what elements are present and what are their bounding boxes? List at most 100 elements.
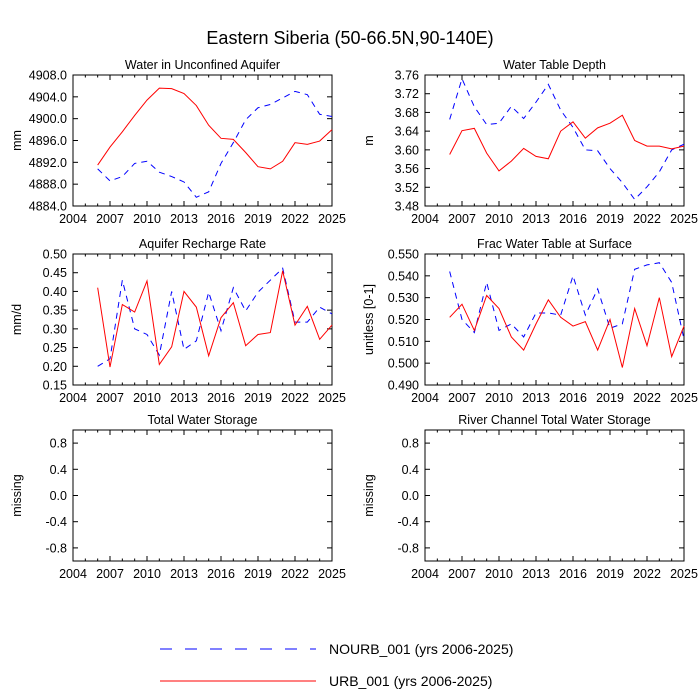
x-tick-label: 2025 xyxy=(670,212,698,226)
x-tick-label: 2004 xyxy=(59,391,87,405)
x-tick-label: 2019 xyxy=(244,391,272,405)
y-tick-label: 0.50 xyxy=(43,248,67,262)
y-tick-label: 0.35 xyxy=(43,304,67,318)
x-tick-label: 2016 xyxy=(207,212,235,226)
series-line-nourb-001 xyxy=(97,267,333,367)
y-tick-label: 0.8 xyxy=(50,437,67,451)
x-tick-label: 2022 xyxy=(281,391,309,405)
panel-title: Frac Water Table at Surface xyxy=(477,237,632,251)
x-tick-label: 2007 xyxy=(448,391,476,405)
x-tick-label: 2025 xyxy=(670,391,698,405)
y-tick-label: 0.540 xyxy=(388,269,419,283)
x-tick-label: 2004 xyxy=(59,567,87,581)
x-tick-label: 2025 xyxy=(670,567,698,581)
x-tick-label: 2025 xyxy=(318,391,346,405)
y-tick-label: 3.52 xyxy=(395,181,419,195)
panel-ylabel: mm/d xyxy=(10,304,24,335)
plot-frame xyxy=(424,74,685,207)
y-tick-label: 0.490 xyxy=(388,379,419,393)
x-tick-label: 2004 xyxy=(411,391,439,405)
y-tick-label: 0.4 xyxy=(50,463,67,477)
plot-frame xyxy=(424,253,685,386)
x-tick-label: 2013 xyxy=(522,567,550,581)
y-tick-label: 3.48 xyxy=(395,200,419,214)
y-tick-label: 0.20 xyxy=(43,360,67,374)
x-tick-label: 2022 xyxy=(633,212,661,226)
y-tick-label: -0.4 xyxy=(45,515,67,529)
panels: Water in Unconfined Aquifer mm 2004 2007 201… xyxy=(10,58,698,581)
y-tick-label: 4888.0 xyxy=(29,178,67,192)
panel-title: Aquifer Recharge Rate xyxy=(139,237,266,251)
y-tick-label: 0.30 xyxy=(43,322,67,336)
y-tick-label: 0.520 xyxy=(388,313,419,327)
y-tick-label: 4896.0 xyxy=(29,134,67,148)
y-tick-label: 3.56 xyxy=(395,162,419,176)
y-tick-label: 0.530 xyxy=(388,291,419,305)
x-tick-label: 2010 xyxy=(133,567,161,581)
legend-urb-label: URB_001 (yrs 2006-2025) xyxy=(329,673,492,689)
y-tick-label: 0.4 xyxy=(402,463,419,477)
y-tick-label: 4904.0 xyxy=(29,90,67,104)
x-tick-label: 2010 xyxy=(485,212,513,226)
plot-frame xyxy=(424,429,685,562)
panel-4: Frac Water Table at Surface unitless [0-1… xyxy=(362,237,698,405)
x-tick-label: 2013 xyxy=(170,567,198,581)
y-tick-label: 0.500 xyxy=(388,357,419,371)
panel-ylabel: missing xyxy=(10,474,24,516)
x-tick-label: 2019 xyxy=(596,212,624,226)
y-tick-label: -0.8 xyxy=(45,541,67,555)
x-tick-label: 2004 xyxy=(59,212,87,226)
x-tick-label: 2019 xyxy=(596,391,624,405)
x-tick-label: 2016 xyxy=(207,391,235,405)
plot-frame xyxy=(72,429,333,562)
x-tick-label: 2022 xyxy=(281,212,309,226)
panel-ylabel: mm xyxy=(10,130,24,151)
x-tick-label: 2004 xyxy=(411,567,439,581)
x-tick-label: 2016 xyxy=(559,567,587,581)
y-tick-label: -0.4 xyxy=(397,515,419,529)
x-tick-label: 2025 xyxy=(318,212,346,226)
x-tick-label: 2022 xyxy=(633,391,661,405)
panel-title: Water in Unconfined Aquifer xyxy=(125,58,280,72)
panel-2: Water Table Depth m 2004 2007 2010 2013 2016 20… xyxy=(362,58,698,226)
y-tick-label: 3.76 xyxy=(395,69,419,83)
x-tick-label: 2019 xyxy=(596,567,624,581)
x-tick-label: 2004 xyxy=(411,212,439,226)
series-line-urb-001 xyxy=(97,270,333,368)
x-tick-label: 2007 xyxy=(96,567,124,581)
y-tick-label: 0.0 xyxy=(402,489,419,503)
series-line-urb-001 xyxy=(97,87,333,170)
x-tick-label: 2016 xyxy=(207,567,235,581)
x-tick-label: 2007 xyxy=(96,212,124,226)
x-tick-label: 2013 xyxy=(522,212,550,226)
y-tick-label: 0.45 xyxy=(43,266,67,280)
x-tick-label: 2007 xyxy=(96,391,124,405)
panel-title: Water Table Depth xyxy=(503,58,606,72)
y-tick-label: 0.8 xyxy=(402,437,419,451)
series-line-nourb-001 xyxy=(97,90,333,198)
figure-title: Eastern Siberia (50-66.5N,90-140E) xyxy=(206,28,493,48)
y-tick-label: 0.25 xyxy=(43,341,67,355)
x-tick-label: 2019 xyxy=(244,212,272,226)
x-tick-label: 2022 xyxy=(281,567,309,581)
y-tick-label: 4908.0 xyxy=(29,69,67,83)
plot-frame xyxy=(72,253,333,386)
panel-ylabel: m xyxy=(362,135,376,145)
x-tick-label: 2016 xyxy=(559,212,587,226)
y-tick-label: 0.15 xyxy=(43,379,67,393)
x-tick-label: 2010 xyxy=(133,391,161,405)
x-tick-label: 2016 xyxy=(559,391,587,405)
x-tick-label: 2007 xyxy=(448,567,476,581)
x-tick-label: 2007 xyxy=(448,212,476,226)
x-tick-label: 2010 xyxy=(133,212,161,226)
panel-1: Water in Unconfined Aquifer mm 2004 2007 201… xyxy=(10,58,346,226)
x-tick-label: 2013 xyxy=(522,391,550,405)
y-tick-label: 0.550 xyxy=(388,248,419,262)
x-tick-label: 2010 xyxy=(485,567,513,581)
series-line-nourb-001 xyxy=(449,77,685,201)
y-tick-label: 0.510 xyxy=(388,335,419,349)
panel-3: Aquifer Recharge Rate mm/d 2004 2007 2010 201… xyxy=(10,237,346,405)
series-line-urb-001 xyxy=(449,294,685,368)
x-tick-label: 2019 xyxy=(244,567,272,581)
